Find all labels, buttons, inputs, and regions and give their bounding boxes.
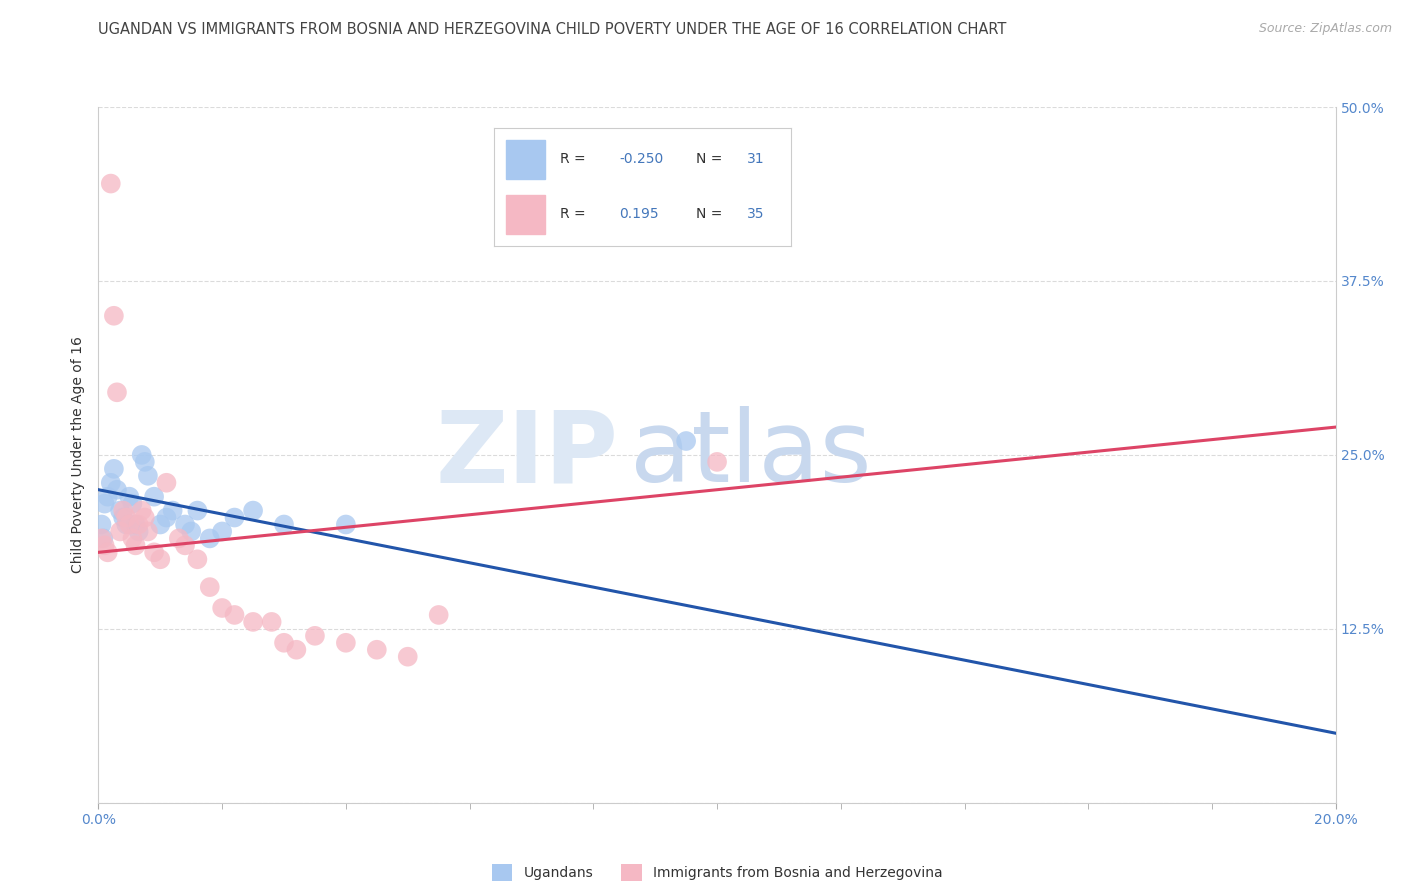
Point xyxy=(105,483,128,497)
Point xyxy=(335,636,357,650)
Point xyxy=(136,524,159,539)
Text: UGANDAN VS IMMIGRANTS FROM BOSNIA AND HERZEGOVINA CHILD POVERTY UNDER THE AGE OF: UGANDAN VS IMMIGRANTS FROM BOSNIA AND HE… xyxy=(98,22,1007,37)
Point xyxy=(131,448,153,462)
Point xyxy=(121,532,143,546)
Point xyxy=(366,642,388,657)
Point xyxy=(198,532,221,546)
Point xyxy=(706,455,728,469)
Point xyxy=(174,538,197,552)
Point xyxy=(136,468,159,483)
Point xyxy=(97,490,120,504)
Point xyxy=(285,642,308,657)
Point xyxy=(186,503,208,517)
Point xyxy=(675,434,697,448)
Point xyxy=(198,580,221,594)
Point xyxy=(131,503,153,517)
Point xyxy=(427,607,450,622)
Point xyxy=(224,510,246,524)
Y-axis label: Child Poverty Under the Age of 16: Child Poverty Under the Age of 16 xyxy=(70,336,84,574)
Point xyxy=(93,538,115,552)
Point xyxy=(304,629,326,643)
Point xyxy=(335,517,357,532)
Point xyxy=(103,462,125,476)
Point xyxy=(112,503,135,517)
Point xyxy=(155,475,177,490)
Point xyxy=(396,649,419,664)
Point xyxy=(128,517,150,532)
Point xyxy=(149,517,172,532)
Point xyxy=(93,532,115,546)
Point xyxy=(90,517,112,532)
Point xyxy=(118,517,141,532)
Point xyxy=(242,503,264,517)
Point xyxy=(100,475,122,490)
Text: Source: ZipAtlas.com: Source: ZipAtlas.com xyxy=(1258,22,1392,36)
Point xyxy=(273,636,295,650)
Legend: Ugandans, Immigrants from Bosnia and Herzegovina: Ugandans, Immigrants from Bosnia and Her… xyxy=(486,858,948,887)
Point xyxy=(224,607,246,622)
Point xyxy=(260,615,283,629)
Point xyxy=(162,503,184,517)
Point xyxy=(108,503,131,517)
Point xyxy=(155,510,177,524)
Point xyxy=(115,517,138,532)
Text: ZIP: ZIP xyxy=(436,407,619,503)
Point xyxy=(211,524,233,539)
Point xyxy=(143,545,166,559)
Point xyxy=(121,497,143,511)
Point xyxy=(186,552,208,566)
Point xyxy=(134,455,156,469)
Point xyxy=(115,510,138,524)
Point xyxy=(180,524,202,539)
Point xyxy=(112,510,135,524)
Point xyxy=(242,615,264,629)
Text: atlas: atlas xyxy=(630,407,872,503)
Point xyxy=(167,532,190,546)
Point xyxy=(124,517,146,532)
Point xyxy=(149,552,172,566)
Point xyxy=(134,510,156,524)
Point xyxy=(97,545,120,559)
Point xyxy=(143,490,166,504)
Point xyxy=(90,532,112,546)
Point xyxy=(103,309,125,323)
Point xyxy=(118,490,141,504)
Point xyxy=(100,177,122,191)
Point xyxy=(174,517,197,532)
Point xyxy=(128,524,150,539)
Point xyxy=(108,524,131,539)
Point xyxy=(93,497,115,511)
Point xyxy=(105,385,128,400)
Point xyxy=(211,601,233,615)
Point xyxy=(273,517,295,532)
Point xyxy=(124,538,146,552)
